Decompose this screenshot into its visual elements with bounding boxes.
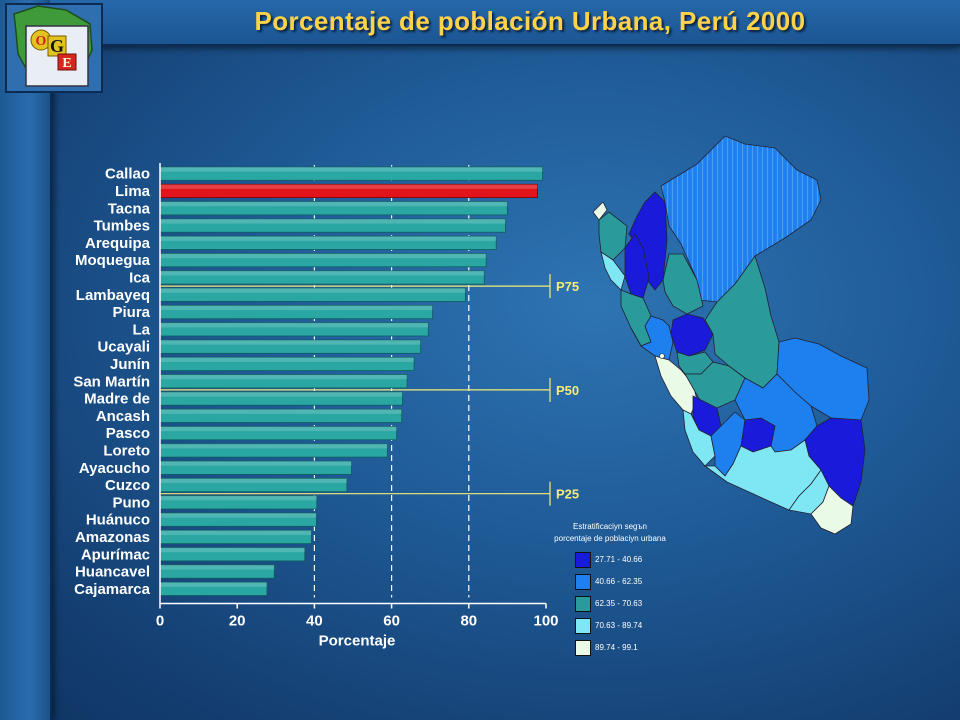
bar-sheen — [160, 530, 312, 535]
bar-sheen — [160, 426, 397, 432]
category-label: Cuzco — [105, 477, 150, 494]
oge-logo: O G E — [5, 3, 103, 93]
bar-sheen — [160, 167, 543, 172]
region-ancash — [630, 315, 674, 361]
bar-sheen — [160, 443, 388, 449]
percentile-label: P75 — [556, 279, 579, 294]
bar-sheen — [160, 478, 347, 484]
x-tick-label: 100 — [533, 613, 558, 630]
top-frame-bar — [50, 0, 960, 46]
bar-sheen — [160, 357, 414, 362]
bar-sheen — [160, 391, 403, 397]
bar-sheen — [160, 564, 275, 570]
bar-sheen — [160, 547, 305, 553]
category-label: Lima — [115, 183, 151, 200]
region-madre-de-dios — [776, 337, 870, 421]
bar-sheen — [160, 218, 506, 224]
left-frame-bar — [0, 0, 52, 720]
legend-label: 62.35 - 70.63 — [595, 599, 643, 608]
legend-swatch — [575, 596, 591, 612]
legend-label: 40.66 - 62.35 — [595, 577, 643, 586]
legend-swatch — [575, 552, 591, 568]
region-huanuco — [670, 313, 714, 357]
category-label: Pasco — [106, 425, 150, 442]
region-san-martin — [662, 253, 704, 315]
region-piura — [598, 211, 628, 261]
category-label: Moquegua — [75, 252, 151, 269]
page-title: Porcentaje de población Urbana, Perú 200… — [254, 6, 806, 36]
category-label: Huancavel — [75, 564, 150, 581]
bar-sheen — [160, 582, 267, 587]
x-tick-label: 60 — [383, 613, 400, 630]
category-label: Piura — [112, 304, 150, 321]
category-label: Tumbes — [94, 218, 150, 235]
logo-letter-g: G — [50, 36, 64, 56]
legend-swatch — [575, 618, 591, 634]
legend-title-line-1: Estratificaciуn segъn — [573, 522, 647, 531]
category-label: San Martín — [73, 373, 150, 390]
legend-label: 70.63 - 89.74 — [595, 621, 643, 630]
bar-sheen — [160, 513, 317, 518]
bar-sheen — [160, 270, 485, 276]
legend-label: 27.71 - 40.66 — [595, 555, 643, 564]
legend-title-line-2: porcentaje de poblaciуn urbana — [554, 534, 666, 543]
region-loreto — [660, 135, 822, 303]
bar-sheen — [160, 495, 317, 501]
bar-sheen — [160, 461, 352, 466]
region-cajamarca — [624, 233, 650, 299]
legend-title: Estratificaciуn segъn porcentaje de pobl… — [530, 521, 690, 545]
x-tick-label: 0 — [156, 613, 164, 630]
bar-sheen — [160, 374, 408, 380]
x-tick-label: 20 — [229, 613, 246, 630]
bar-sheen — [160, 201, 508, 207]
category-label: Ancash — [96, 408, 150, 425]
category-label: Puno — [113, 494, 151, 511]
category-label: Madre de — [84, 391, 150, 408]
category-label: Cajamarca — [74, 581, 151, 598]
category-label: Apurímac — [81, 546, 150, 563]
legend-label: 89.74 - 99.1 — [595, 643, 638, 652]
category-label: Ayacucho — [79, 460, 150, 477]
region-tumbes — [592, 201, 608, 221]
bar-sheen — [160, 184, 538, 189]
x-tick-label: 80 — [460, 613, 477, 630]
region-tacna — [810, 485, 854, 535]
logo-letter-e: E — [62, 56, 71, 71]
x-tick-label: 40 — [306, 613, 323, 630]
category-label: Callao — [105, 166, 150, 183]
category-label: Tacna — [108, 200, 151, 217]
region-callao — [659, 353, 665, 359]
bar-sheen — [160, 340, 421, 345]
category-label: Huánuco — [86, 512, 150, 529]
urban-population-bar-chart: CallaoLimaTacnaTumbesArequipaMoqueguaIca… — [73, 163, 579, 650]
legend-swatch — [575, 574, 591, 590]
category-label: Ica — [129, 269, 151, 286]
legend-swatch — [575, 640, 591, 656]
bar-sheen — [160, 253, 487, 259]
bar-sheen — [160, 236, 497, 241]
category-label: La — [132, 321, 150, 338]
x-axis-label: Porcentaje — [319, 633, 396, 650]
bar-sheen — [160, 322, 429, 328]
bar-sheen — [160, 305, 433, 311]
bar-sheen — [160, 409, 402, 414]
bar-sheen — [160, 288, 466, 293]
category-label: Arequipa — [85, 235, 151, 252]
category-label: Junín — [110, 356, 150, 373]
category-label: Lambayeq — [76, 287, 150, 304]
category-label: Loreto — [103, 442, 150, 459]
percentile-label: P25 — [556, 487, 579, 502]
percentile-label: P50 — [556, 383, 579, 398]
region-amazonas — [628, 191, 668, 291]
region-arequipa — [703, 439, 822, 511]
category-label: Amazonas — [75, 529, 150, 546]
peru-urban-map — [592, 135, 870, 535]
category-label: Ucayali — [97, 339, 150, 356]
logo-letter-o: O — [36, 34, 47, 49]
